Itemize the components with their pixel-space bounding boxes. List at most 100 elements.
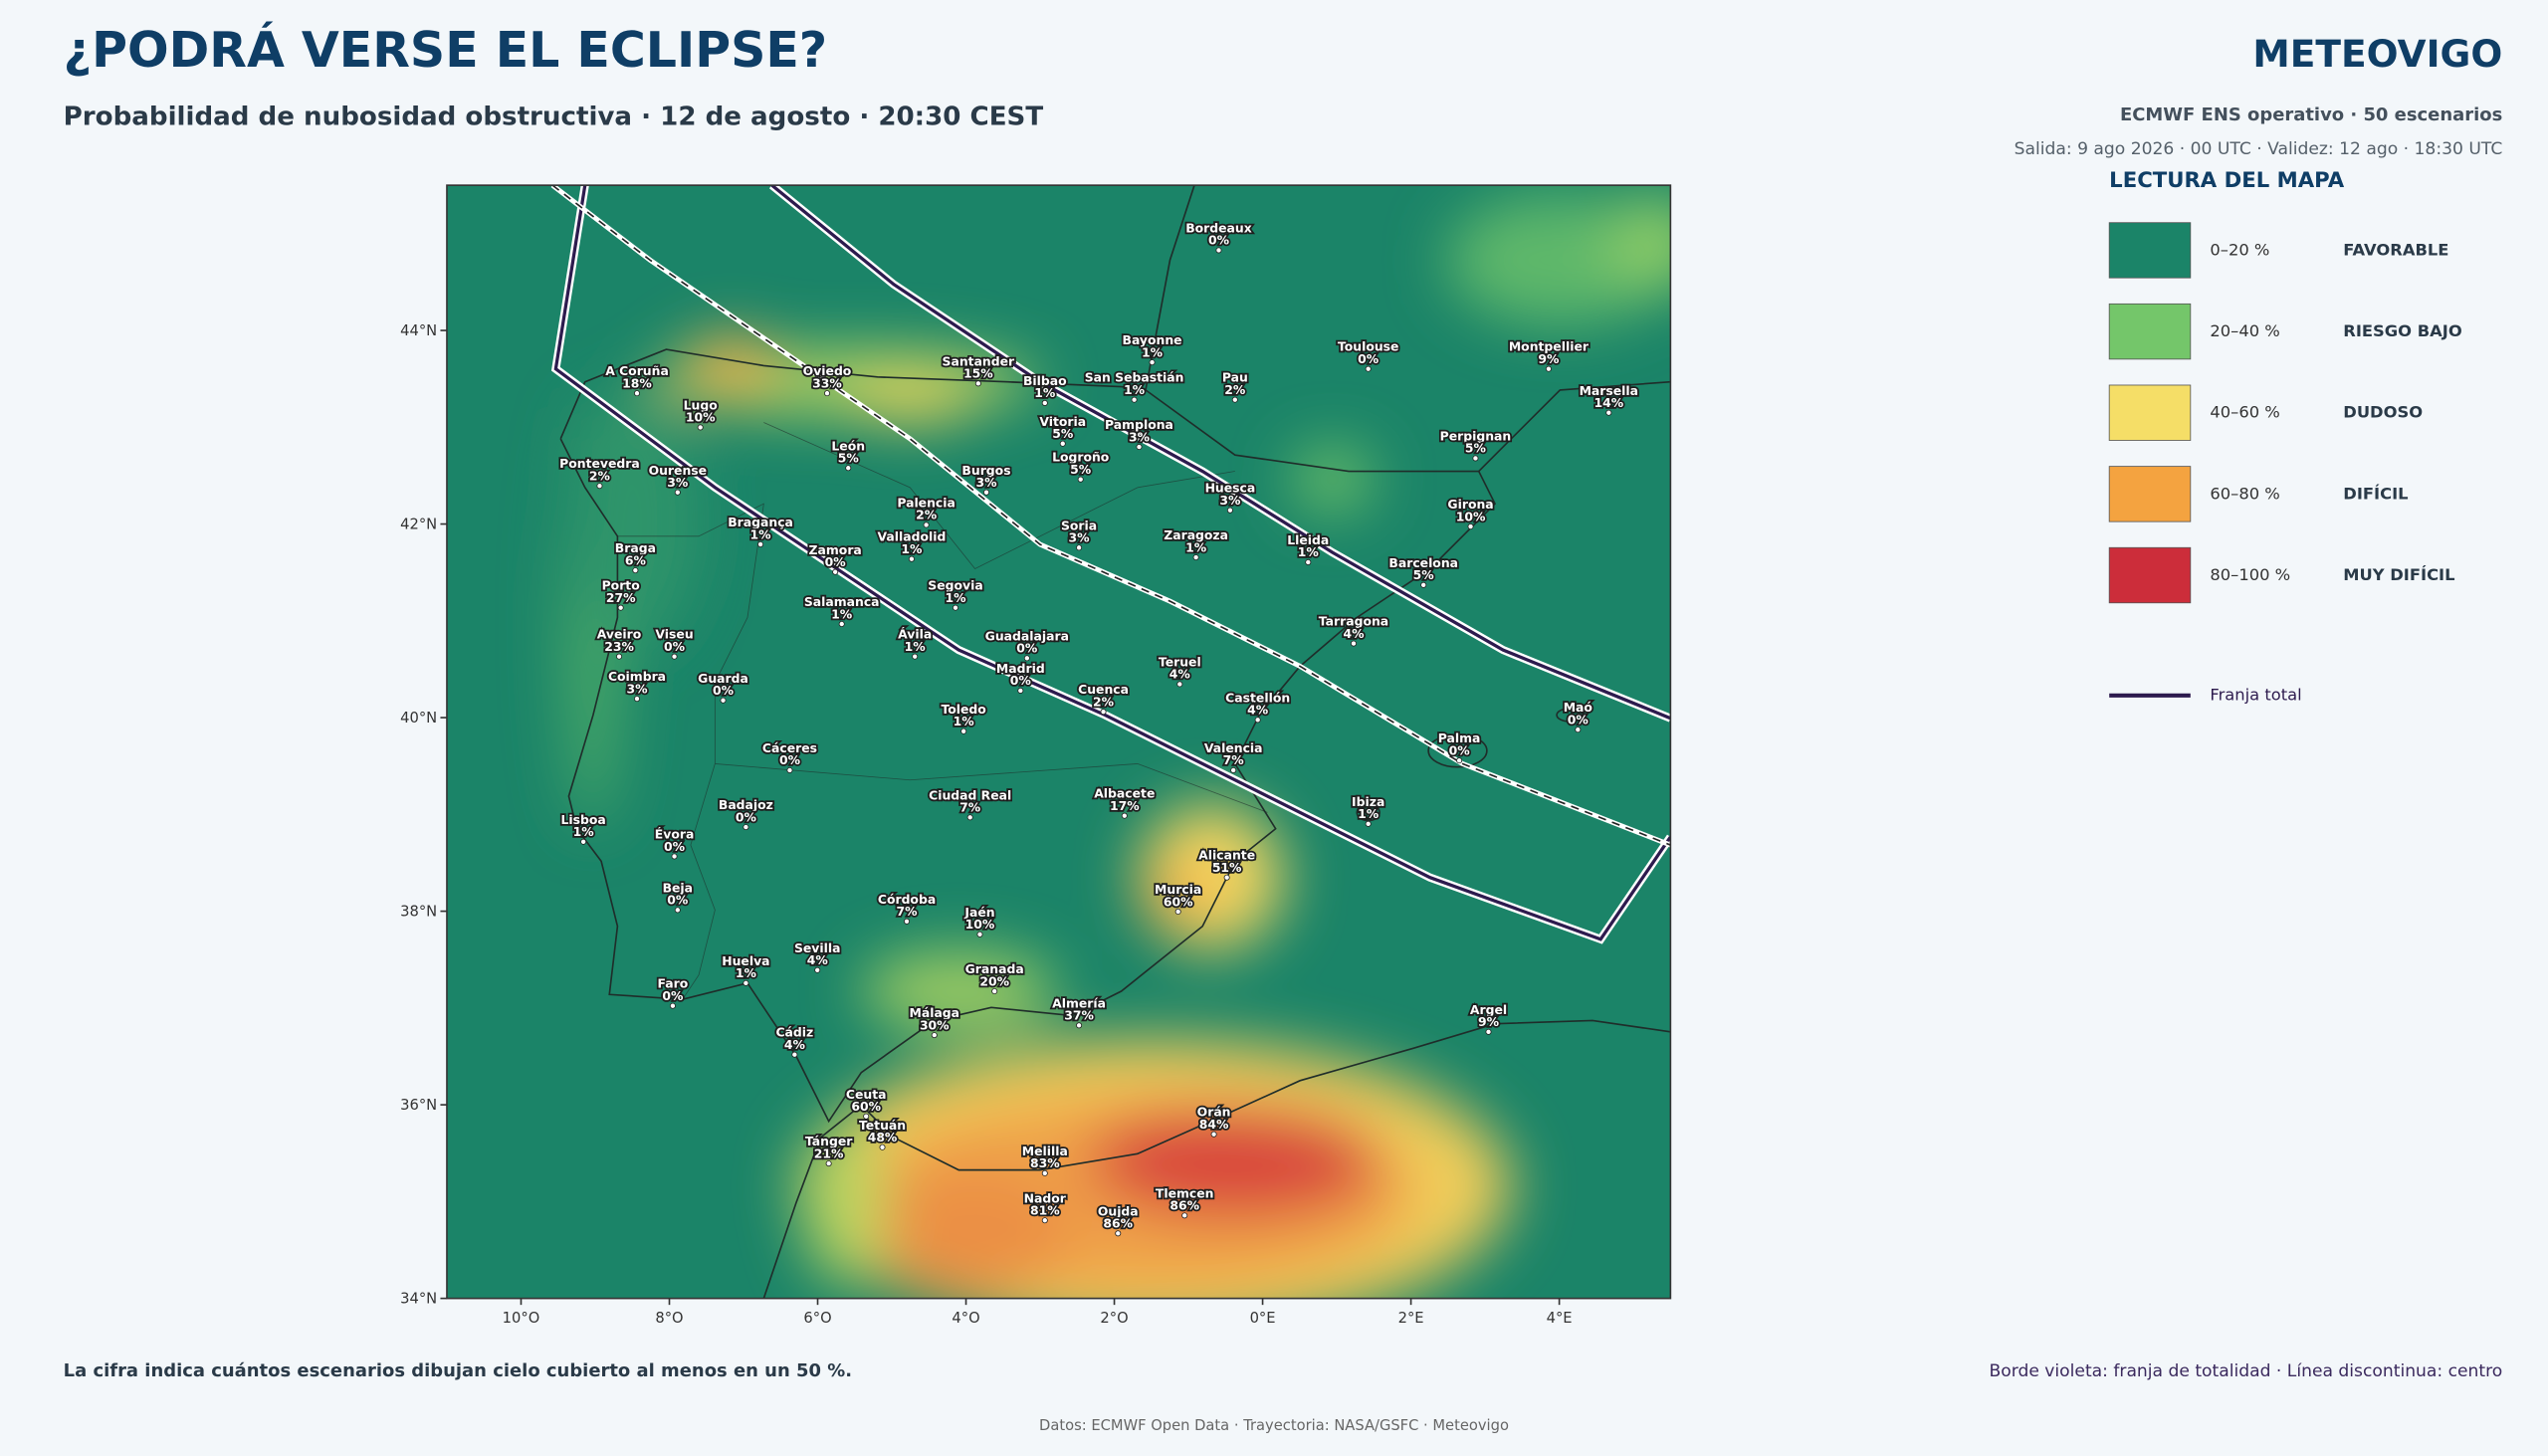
footer-note: La cifra indica cuántos escenarios dibuj…: [64, 1360, 852, 1381]
city-value: 60%: [1164, 894, 1193, 909]
city-dot: [633, 390, 641, 397]
city-name: Maó: [1564, 700, 1592, 715]
city-value: 9%: [1478, 1014, 1500, 1029]
city-name: A Coruña: [605, 363, 669, 378]
legend-swatch: [2108, 303, 2192, 360]
city-dot: [1100, 709, 1107, 716]
city-dot: [1076, 544, 1083, 551]
city-name: Granada: [965, 961, 1024, 976]
city-dot: [908, 555, 915, 562]
city-name: Bayonne: [1123, 332, 1182, 347]
city-dot: [823, 390, 831, 397]
city-value: 17%: [1110, 798, 1140, 813]
city-dot: [1115, 1230, 1122, 1237]
model-info: ECMWF ENS operativo · 50 escenarios: [2120, 104, 2502, 125]
city-value: 7%: [1223, 752, 1245, 767]
city-value: 1%: [1124, 382, 1146, 397]
city-dot: [974, 380, 981, 387]
city-value: 60%: [851, 1099, 881, 1114]
legend-range: 60–80 %: [2210, 484, 2279, 503]
city-name: Guarda: [698, 671, 748, 686]
city-dot: [791, 1051, 798, 1058]
city-dot: [1192, 554, 1199, 561]
city-value: 3%: [1219, 493, 1241, 508]
city-value: 3%: [1069, 530, 1091, 545]
city-dot: [1223, 874, 1230, 881]
city-name: Bilbao: [1023, 373, 1067, 388]
city-dot: [879, 1144, 886, 1150]
city-name: Ciudad Real: [929, 787, 1011, 802]
city-name: Ávila: [898, 627, 932, 642]
city-dot: [983, 489, 990, 496]
city-dot: [1485, 1028, 1492, 1035]
city-dot: [632, 567, 639, 574]
city-value: 0%: [662, 988, 684, 1003]
city-dot: [743, 979, 749, 986]
city-value: 84%: [1199, 1117, 1229, 1132]
city-dot: [1149, 359, 1156, 366]
y-tick-label: 36°N: [400, 1097, 437, 1114]
city-name: Valencia: [1204, 740, 1263, 755]
city-name: Lisboa: [560, 812, 605, 827]
y-tick-label: 44°N: [400, 322, 437, 339]
city-dot: [616, 653, 623, 660]
y-tick-label: 38°N: [400, 903, 437, 920]
city-value: 1%: [1185, 539, 1207, 554]
city-name: Pontevedra: [559, 456, 640, 471]
city-value: 0%: [779, 752, 801, 767]
city-name: Huesca: [1205, 481, 1256, 496]
city-value: 86%: [1103, 1216, 1133, 1231]
city-name: Tarragona: [1319, 614, 1388, 629]
city-value: 5%: [1413, 567, 1435, 582]
subtitle: Probabilidad de nubosidad obstructiva · …: [64, 103, 1044, 132]
city-dot: [617, 604, 624, 611]
city-dot: [1041, 399, 1048, 406]
city-name: Palencia: [897, 495, 956, 510]
city-name: Lugo: [684, 397, 718, 412]
city-dot: [1226, 507, 1233, 514]
x-tick-label: 0°E: [1250, 1310, 1276, 1327]
city-dot: [674, 489, 681, 496]
x-tick-label: 6°O: [803, 1310, 831, 1327]
city-dot: [674, 907, 681, 914]
city-name: Badajoz: [719, 797, 773, 812]
city-dot: [596, 483, 603, 490]
city-name: Oujda: [1098, 1203, 1139, 1218]
city-value: 1%: [1298, 544, 1320, 559]
y-tick-label: 40°N: [400, 710, 437, 727]
city-value: 4%: [1343, 626, 1365, 641]
city-value: 1%: [1142, 344, 1164, 359]
city-value: 1%: [945, 590, 966, 605]
city-dot: [845, 465, 852, 472]
city-value: 5%: [1052, 426, 1074, 441]
city-value: 14%: [1593, 395, 1623, 410]
city-name: Cuenca: [1078, 682, 1129, 697]
city-value: 3%: [667, 475, 689, 490]
city-value: 10%: [965, 917, 995, 932]
city-name: Palma: [1438, 730, 1481, 745]
city-value: 2%: [1093, 694, 1115, 709]
city-name: Ceuta: [846, 1087, 887, 1102]
city-name: Ourense: [649, 463, 707, 478]
borders: [617, 422, 1268, 1000]
city-dot: [1420, 581, 1427, 588]
city-value: 4%: [1169, 667, 1191, 682]
x-tick-label: 4°O: [952, 1310, 979, 1327]
city-dot: [1041, 1169, 1048, 1176]
city-dot: [1041, 1217, 1048, 1224]
city-value: 0%: [1449, 742, 1471, 757]
legend-label: RIESGO BAJO: [2343, 321, 2462, 340]
legend-title: LECTURA DEL MAPA: [2109, 168, 2345, 193]
x-tick-label: 8°O: [655, 1310, 683, 1327]
city-dot: [960, 728, 967, 734]
city-value: 23%: [604, 639, 634, 654]
city-dot: [832, 568, 839, 575]
city-value: 0%: [736, 809, 757, 824]
city-name: Cáceres: [762, 740, 817, 755]
city-value: 1%: [901, 541, 923, 556]
cloud-field: [563, 194, 1671, 1299]
city-name: Nador: [1024, 1190, 1067, 1205]
city-name: Toledo: [941, 702, 985, 717]
